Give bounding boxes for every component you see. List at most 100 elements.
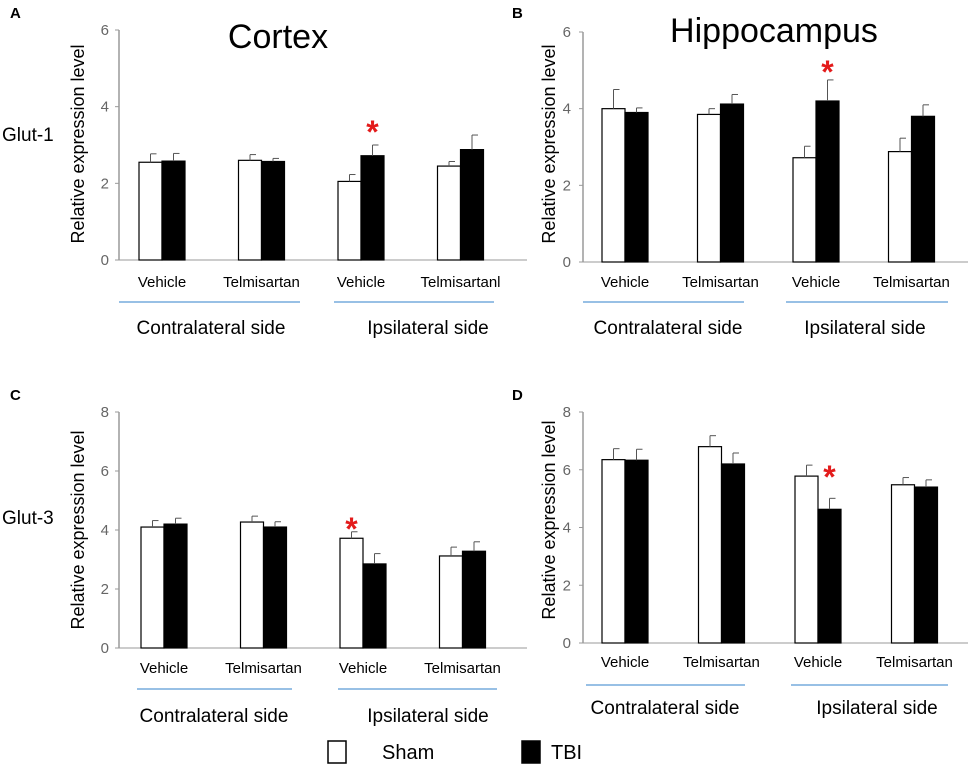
y-tick-label: 2 <box>101 175 109 192</box>
bar-sham-1 <box>140 526 165 649</box>
bar-sham-4 <box>436 165 462 261</box>
row-label-glut3: Glut-3 <box>2 508 54 529</box>
x-category-label: Vehicle <box>601 654 649 671</box>
bar-tbi-2 <box>260 160 286 261</box>
bar-sham-3 <box>792 157 817 263</box>
y-tick-label: 4 <box>563 520 571 537</box>
panel-label-d: D <box>512 387 523 404</box>
bar-tbi-1 <box>163 523 188 649</box>
y-axis-label: Relative expression level <box>68 430 88 629</box>
y-tick-label: 0 <box>563 254 571 271</box>
bar-sham-3 <box>339 537 364 649</box>
group-label: Ipsilateral side <box>367 706 488 727</box>
bar-tbi-3 <box>817 508 842 644</box>
bar-sham-2 <box>697 446 723 644</box>
x-category-label: Telmisartan <box>682 274 759 291</box>
row-label-glut1: Glut-1 <box>2 125 54 146</box>
bar-sham-2 <box>237 159 263 261</box>
bar-sham-4 <box>887 151 913 263</box>
bar-sham-4 <box>438 555 464 649</box>
bar-sham-2 <box>696 113 722 263</box>
y-tick-label: 2 <box>563 577 571 594</box>
group-label: Contralateral side <box>140 706 289 727</box>
bar-tbi-4 <box>461 550 487 649</box>
y-tick-label: 4 <box>101 522 109 539</box>
y-tick-label: 0 <box>101 640 109 657</box>
bar-tbi-4 <box>459 149 485 261</box>
x-category-label: Vehicle <box>601 274 649 291</box>
panel-label-a: A <box>10 5 21 22</box>
bar-tbi-1 <box>624 111 649 263</box>
bar-sham-1 <box>601 108 626 263</box>
y-tick-label: 6 <box>101 22 109 39</box>
group-label: Ipsilateral side <box>816 698 937 719</box>
bar-sham-4 <box>890 484 916 644</box>
x-category-label: Telmisartan <box>225 660 302 677</box>
significance-star: * <box>345 511 358 547</box>
y-tick-label: 2 <box>563 177 571 194</box>
x-category-label: Vehicle <box>337 274 385 291</box>
y-tick-label: 8 <box>563 404 571 421</box>
bar-sham-1 <box>601 459 626 644</box>
bar-tbi-1 <box>161 160 186 261</box>
bar-tbi-4 <box>913 486 939 644</box>
bar-tbi-2 <box>720 463 746 644</box>
bar-sham-1 <box>138 161 163 261</box>
x-category-label: Vehicle <box>138 274 186 291</box>
x-category-label: Vehicle <box>339 660 387 677</box>
panel-c-cortex-glut3: 0 2 4 6 8 Relative expression level Vehicle Tel… <box>68 404 527 727</box>
y-axis-label: Relative expression level <box>539 420 559 619</box>
title-cortex: Cortex <box>228 18 328 56</box>
bar-sham-2 <box>239 521 265 649</box>
bar-tbi-3 <box>360 155 385 261</box>
group-label: Ipsilateral side <box>367 318 488 339</box>
x-category-label: Telmisartan <box>876 654 953 671</box>
group-label: Contralateral side <box>137 318 286 339</box>
significance-star: * <box>366 114 379 150</box>
bar-tbi-4 <box>910 115 936 263</box>
title-hippocampus: Hippocampus <box>670 12 878 50</box>
y-tick-label: 4 <box>101 99 109 116</box>
x-category-label: Telmisartanl <box>420 274 500 291</box>
legend-sham-label: Sham <box>382 742 434 764</box>
bar-sham-3 <box>337 180 362 261</box>
bar-tbi-2 <box>719 103 745 263</box>
legend: Sham TBI <box>327 740 582 764</box>
panel-label-c: C <box>10 387 21 404</box>
y-tick-label: 6 <box>563 24 571 41</box>
group-label: Contralateral side <box>591 698 740 719</box>
y-tick-label: 2 <box>101 581 109 598</box>
significance-star: * <box>821 54 834 90</box>
legend-tbi-swatch <box>521 740 541 764</box>
x-category-label: Vehicle <box>140 660 188 677</box>
x-category-label: Vehicle <box>792 274 840 291</box>
x-category-label: Telmisartan <box>873 274 950 291</box>
y-tick-label: 4 <box>563 101 571 118</box>
bar-tbi-1 <box>624 459 649 644</box>
y-tick-label: 6 <box>101 463 109 480</box>
y-tick-label: 0 <box>101 252 109 269</box>
x-category-label: Telmisartan <box>223 274 300 291</box>
significance-star: * <box>823 459 836 495</box>
bar-sham-3 <box>794 475 819 644</box>
y-axis-label: Relative expression level <box>539 44 559 243</box>
y-tick-label: 6 <box>563 462 571 479</box>
group-label: Contralateral side <box>594 318 743 339</box>
panel-label-b: B <box>512 5 523 22</box>
panel-a-cortex-glut1: 0 2 4 6 Relative expression level Vehicle Telm… <box>68 22 527 339</box>
legend-sham-swatch <box>327 740 347 764</box>
bar-tbi-3 <box>362 563 387 649</box>
bar-tbi-3 <box>815 100 840 263</box>
legend-tbi-label: TBI <box>551 742 582 764</box>
group-label: Ipsilateral side <box>804 318 925 339</box>
x-category-label: Telmisartan <box>424 660 501 677</box>
y-tick-label: 8 <box>101 404 109 421</box>
y-axis-label: Relative expression level <box>68 44 88 243</box>
x-category-label: Telmisartan <box>683 654 760 671</box>
y-tick-label: 0 <box>563 635 571 652</box>
bar-tbi-2 <box>262 526 288 649</box>
x-category-label: Vehicle <box>794 654 842 671</box>
